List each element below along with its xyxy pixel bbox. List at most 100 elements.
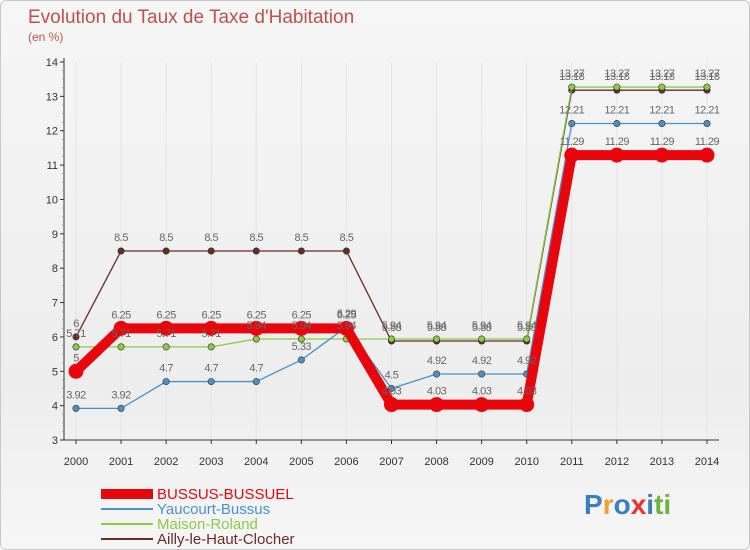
- data-point: [162, 343, 170, 351]
- data-point: [703, 120, 711, 128]
- data-point: [568, 120, 576, 128]
- data-label: 5.88: [382, 322, 402, 334]
- data-labels: 6 8.5 8.5 8.5 8.5 8.5 8.5 5.88 5.88 5.88 5.88 13.18…: [66, 68, 720, 401]
- x-tick-label: 2004: [244, 456, 268, 468]
- logo-letter: o: [613, 489, 631, 520]
- data-label: 4.7: [159, 363, 173, 375]
- x-tick-label: 2010: [514, 456, 538, 468]
- data-label: 6.25: [292, 309, 312, 321]
- data-point: [699, 147, 715, 163]
- data-label: 8.5: [204, 232, 218, 244]
- data-point: [252, 378, 260, 386]
- data-label: 4.5: [385, 369, 399, 381]
- data-point: [68, 363, 84, 379]
- data-point: [658, 120, 666, 128]
- logo-letter: x: [630, 489, 647, 520]
- data-point: [162, 247, 170, 255]
- data-point: [338, 320, 354, 336]
- data-point: [387, 384, 395, 392]
- logo-letter: i: [663, 489, 672, 520]
- data-point: [387, 335, 395, 343]
- data-label: 8.5: [114, 232, 128, 244]
- data-point: [433, 335, 441, 343]
- data-label: 4.7: [249, 363, 263, 375]
- data-label: 6.29: [337, 308, 357, 320]
- chart-title: Evolution du Taux de Taxe d'Habitation: [28, 7, 355, 28]
- data-label: 4.92: [427, 355, 447, 367]
- data-label: 5.94: [472, 320, 492, 332]
- data-point: [203, 320, 219, 336]
- data-label: 8.5: [249, 232, 263, 244]
- x-tick-label: 2007: [379, 456, 403, 468]
- data-label: 11.29: [650, 136, 675, 148]
- data-label: 8.5: [294, 232, 308, 244]
- data-point: [433, 370, 441, 378]
- data-label: 5.33: [292, 341, 312, 353]
- data-label: 13.18: [604, 71, 629, 83]
- data-label: 3.92: [66, 389, 86, 401]
- data-point: [207, 247, 215, 255]
- data-point: [523, 335, 531, 343]
- logo-letter: i: [646, 489, 655, 520]
- x-tick-label: 2005: [289, 456, 313, 468]
- y-tick-label: 10: [46, 194, 58, 206]
- data-point: [117, 343, 125, 351]
- y-tick-label: 13: [46, 91, 58, 103]
- data-label: 5.88: [517, 322, 537, 334]
- x-tick-label: 2013: [650, 456, 674, 468]
- data-point: [158, 320, 174, 336]
- data-label: 5.88: [472, 322, 492, 334]
- y-tick-label: 9: [52, 229, 58, 241]
- data-label: 5.71: [202, 328, 222, 340]
- data-label: 5.94: [427, 320, 447, 332]
- data-label: 6.25: [111, 309, 131, 321]
- data-label: 3.92: [111, 389, 131, 401]
- data-label: 5.71: [66, 328, 86, 340]
- legend-label: Ailly-le-Haut-Clocher: [157, 531, 295, 548]
- data-label: 12.21: [604, 105, 629, 117]
- data-label: 13.27: [604, 68, 629, 80]
- x-tick-label: 2009: [469, 456, 493, 468]
- legend: BUSSUS-BUSSUELYaucourt-BussusMaison-Rola…: [101, 486, 295, 548]
- data-label: 13.18: [694, 71, 719, 83]
- data-label: 12.21: [694, 105, 719, 117]
- data-point: [568, 83, 576, 91]
- data-label: 6.25: [337, 309, 357, 321]
- data-point: [342, 247, 350, 255]
- data-label: 6: [73, 318, 79, 330]
- data-point: [703, 83, 711, 91]
- data-point: [162, 378, 170, 386]
- data-label: 5.94: [517, 320, 537, 332]
- data-label: 4.03: [517, 386, 537, 398]
- y-tick-label: 3: [52, 435, 58, 447]
- data-label: 13.27: [694, 68, 719, 80]
- data-label: 6.25: [202, 309, 222, 321]
- logo-letter: t: [654, 489, 664, 520]
- data-point: [609, 147, 625, 163]
- data-label: 12.21: [649, 105, 674, 117]
- data-point: [613, 83, 621, 91]
- data-label: 4.03: [472, 386, 492, 398]
- data-label: 8.5: [340, 232, 354, 244]
- data-point: [117, 247, 125, 255]
- data-label: 11.29: [695, 136, 720, 148]
- data-label: 5.71: [156, 328, 176, 340]
- axes: 3 4 5 6 7 8 9 10 11 12 13 14 2000 2001 2002 2003 2004 200…: [46, 57, 719, 468]
- logo-letter: r: [602, 489, 614, 520]
- data-point: [297, 356, 305, 364]
- data-point: [519, 397, 535, 413]
- data-label: 5.94: [292, 320, 312, 332]
- x-tick-label: 2002: [154, 456, 178, 468]
- data-point: [613, 120, 621, 128]
- data-label: 11.29: [605, 136, 630, 148]
- data-label: 13.18: [559, 71, 584, 83]
- data-point: [384, 397, 399, 413]
- y-tick-label: 6: [52, 332, 58, 344]
- data-label: 12.21: [559, 105, 584, 117]
- data-label: 4.03: [427, 386, 447, 398]
- data-label: 6.25: [247, 309, 267, 321]
- data-point: [474, 397, 490, 413]
- x-tick-label: 2012: [605, 456, 629, 468]
- data-point: [252, 247, 260, 255]
